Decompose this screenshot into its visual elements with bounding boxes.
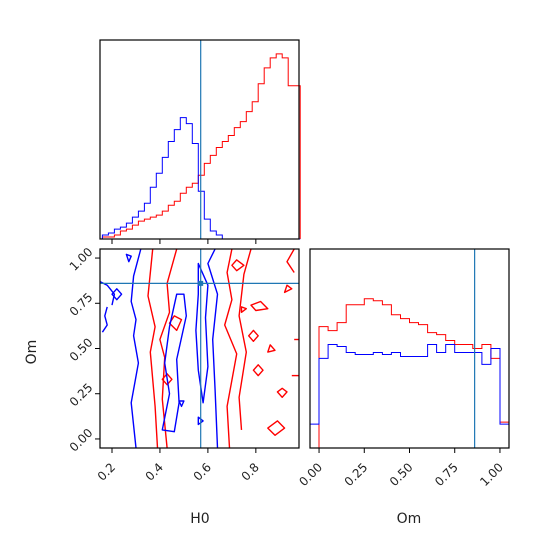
contour-x-tick-label-1: 0.4 [143,460,166,483]
contour-series_b-loop-3 [125,253,132,263]
contour-series_a-path-2 [224,249,238,448]
contour-series_a-loop-2 [248,329,259,342]
contour-x-tick-label-2: 0.6 [191,460,214,483]
contour-marks [100,249,299,448]
contour-series_a-loop-6 [252,364,264,377]
hist-om-marks [309,298,510,449]
contour-series_b-path-3 [101,306,108,333]
contour-series_a-path-1 [159,249,178,448]
contour-series_a-loop-10 [276,387,288,398]
contour-y-ticks: 0.00 0.25 0.50 0.75 1.00 [67,245,100,455]
contour-series_b-loop-0 [161,293,187,433]
contour-series_a-loop-4 [250,300,269,312]
contour-series_b-loop-1 [195,262,209,404]
contour-series_a-loop-0 [168,315,183,332]
contour-series_b-loop-2 [111,288,123,301]
contour-y-tick-label-0: 0.00 [67,426,96,455]
x-axis-label-om: Om [397,511,422,527]
contour-y-tick-label-4: 1.00 [67,245,96,274]
hist-h0-ticks [111,239,257,244]
hist-om-tick-label-3: 0.75 [432,460,461,489]
hist-om-tick-label-1: 0.25 [342,460,371,489]
hist-om-ticks: 0.00 0.25 0.50 0.75 1.00 [296,448,506,489]
contour-series_a-path-0 [147,249,159,448]
contour-panel: 0.2 0.4 0.6 0.8 0.00 0.25 0.50 0.75 1.00 [67,245,300,484]
hist-h0-series-series_a [101,53,301,239]
hist-h0-panel [99,39,301,244]
contour-x-tick-label-3: 0.8 [239,460,262,483]
contour-series_a-loop-3 [267,420,286,436]
contour-series_a-loop-5 [240,306,247,313]
hist-h0-series-series_b [101,117,301,240]
hist-om-tick-label-0: 0.00 [296,460,325,489]
y-axis-label-om: Om [24,340,40,365]
x-axis-label-h0: H0 [190,511,209,527]
contour-series_b-path-0 [130,249,142,448]
hist-om-series-series_a [310,298,510,449]
contour-y-tick-label-2: 0.50 [67,335,96,364]
contour-series_a-loop-9 [231,259,245,272]
hist-h0-marks [101,53,301,240]
hist-om-series-series_b [309,344,510,448]
contour-series_a-loop-1 [161,373,173,386]
contour-series_b-loop-4 [178,400,185,408]
contour-y-tick-label-3: 0.75 [67,290,96,319]
contour-x-tick-label-0: 0.2 [95,460,118,483]
contour-x-ticks: 0.2 0.4 0.6 0.8 [95,448,262,484]
contour-series_a-loop-7 [267,344,276,353]
contour-series_b-path-1 [207,249,219,448]
contour-series_a-loop-8 [283,284,293,294]
contour-series_a-path-4 [286,249,295,273]
contour-series_a-path-3 [238,249,252,430]
hist-om-panel: 0.00 0.25 0.50 0.75 1.00 [296,248,510,489]
hist-om-tick-label-2: 0.50 [387,460,416,489]
hist-om-tick-label-4: 1.00 [477,460,506,489]
hist-h0-frame [99,39,300,240]
contour-y-tick-label-1: 0.25 [67,381,96,410]
